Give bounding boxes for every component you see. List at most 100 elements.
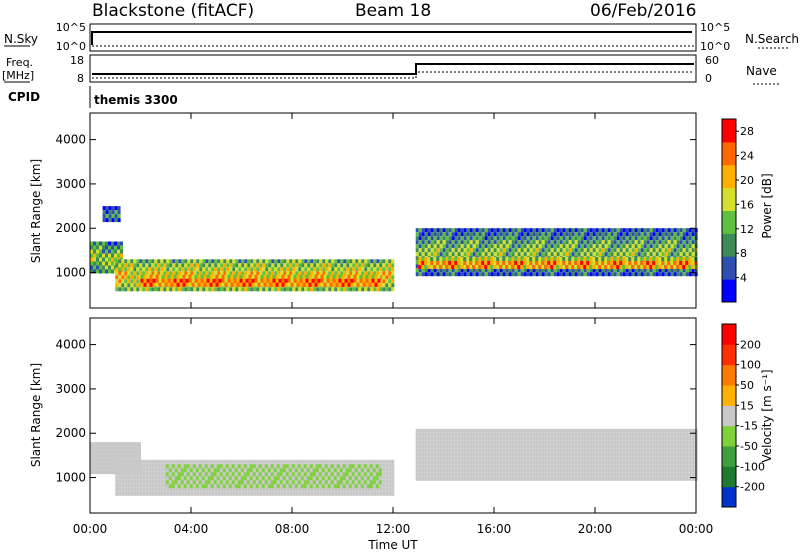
power-cell	[676, 261, 680, 265]
power-cell	[370, 287, 374, 292]
power-cell	[271, 271, 275, 276]
power-cell	[298, 263, 302, 268]
power-cell	[436, 232, 440, 237]
velocity-cell	[463, 444, 467, 449]
power-cell	[181, 267, 185, 272]
velocity-cell	[291, 484, 295, 489]
power-cell	[373, 267, 377, 272]
velocity-cell	[375, 484, 379, 489]
velocity-cell	[168, 468, 172, 473]
velocity-cell	[571, 456, 575, 461]
power-cell	[436, 236, 440, 241]
power-cell	[454, 232, 458, 237]
velocity-cell	[148, 471, 152, 476]
power-cell	[250, 287, 254, 292]
power-cell	[259, 271, 263, 276]
power-cell	[323, 278, 327, 283]
velocity-cell	[487, 448, 491, 453]
power-cell	[311, 278, 315, 283]
power-cell	[445, 228, 449, 233]
velocity-cell	[133, 467, 137, 472]
velocity-cell	[418, 440, 422, 445]
velocity-cell	[336, 464, 340, 469]
velocity-cell	[219, 484, 223, 489]
velocity-cell	[469, 436, 473, 441]
power-cell	[427, 244, 431, 249]
power-cell	[583, 252, 587, 257]
velocity-cell	[172, 491, 176, 496]
velocity-cell	[421, 452, 425, 457]
velocity-cell	[349, 487, 353, 492]
power-cell	[598, 232, 602, 237]
velocity-cell	[460, 476, 464, 481]
velocity-cell	[163, 475, 167, 480]
power-cell	[108, 253, 111, 258]
velocity-cell	[337, 459, 341, 464]
velocity-cell	[391, 475, 395, 480]
velocity-cell	[418, 472, 422, 477]
power-cell	[427, 252, 431, 257]
power-cell	[96, 257, 99, 262]
power-cell	[304, 287, 308, 292]
power-cell	[90, 241, 93, 246]
power-cell	[634, 265, 638, 269]
power-cell	[391, 287, 395, 292]
power-cell	[245, 282, 249, 287]
power-cell	[166, 287, 170, 292]
power-cell	[259, 287, 263, 292]
velocity-cell	[243, 472, 247, 477]
power-cell	[511, 272, 515, 277]
velocity-cell	[529, 460, 533, 465]
velocity-cell	[268, 491, 272, 496]
power-cell	[190, 271, 194, 276]
power-cell	[124, 259, 128, 264]
power-cell	[108, 218, 112, 223]
velocity-cell	[451, 436, 455, 441]
velocity-cell	[454, 476, 458, 481]
power-cell	[559, 228, 563, 233]
velocity-cell	[469, 464, 473, 469]
velocity-cell	[613, 468, 617, 473]
power-cell	[433, 236, 437, 241]
velocity-cell	[213, 472, 217, 477]
velocity-cell	[529, 464, 533, 469]
velocity-cell	[445, 428, 449, 433]
power-cell	[427, 236, 431, 241]
power-cell	[208, 259, 212, 264]
power-cell	[514, 252, 518, 257]
velocity-cell	[102, 466, 105, 471]
velocity-cell	[205, 491, 209, 496]
velocity-cell	[339, 464, 343, 469]
power-cell	[196, 271, 200, 276]
velocity-cell	[207, 476, 211, 481]
velocity-cell	[283, 459, 287, 464]
velocity-cell	[439, 472, 443, 477]
power-cell	[415, 264, 419, 269]
velocity-cell	[271, 487, 275, 492]
power-cell	[481, 236, 485, 241]
velocity-cell	[454, 464, 458, 469]
velocity-cell	[366, 472, 370, 477]
power-cell	[424, 257, 428, 261]
velocity-cell	[634, 444, 638, 449]
power-cell	[472, 265, 476, 269]
power-cell	[499, 232, 503, 237]
power-cell	[616, 240, 620, 245]
power-cell	[164, 278, 168, 283]
velocity-cell	[202, 491, 206, 496]
power-cell	[562, 228, 566, 233]
velocity-cell	[391, 491, 395, 496]
velocity-cell	[385, 459, 389, 464]
power-cell	[238, 263, 242, 268]
velocity-cell	[288, 476, 292, 481]
power-cell	[607, 232, 611, 237]
velocity-cell	[487, 440, 491, 445]
velocity-cell	[580, 448, 584, 453]
velocity-cell	[246, 472, 250, 477]
power-cell	[250, 267, 254, 272]
power-cell	[173, 274, 177, 279]
power-cell	[382, 287, 386, 292]
velocity-cell	[151, 487, 155, 492]
power-cell	[640, 268, 644, 273]
velocity-cell	[574, 476, 578, 481]
